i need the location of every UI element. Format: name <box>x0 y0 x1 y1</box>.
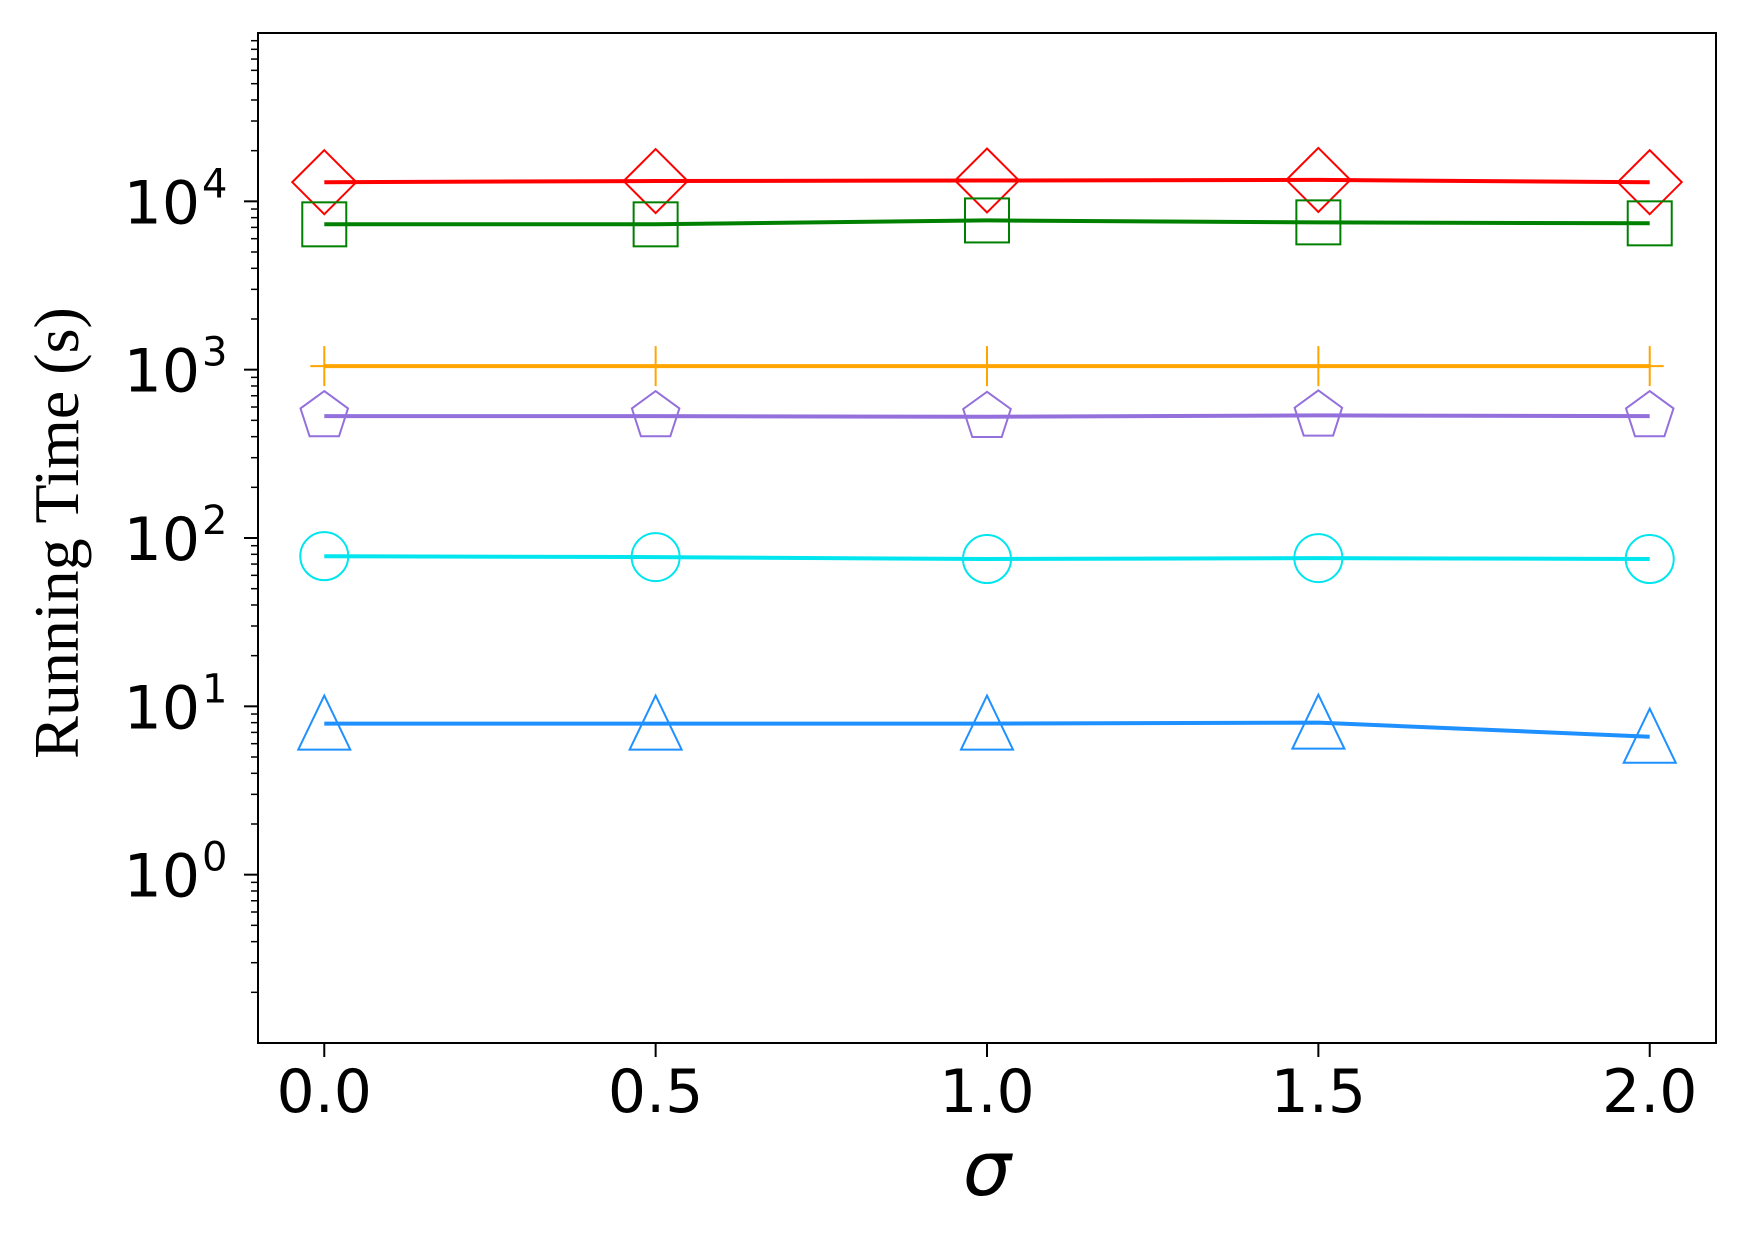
circle-marker <box>962 534 1012 585</box>
circle-marker <box>1624 534 1675 585</box>
series-triangle <box>296 692 1678 764</box>
diamond-marker <box>1284 146 1352 214</box>
x-tick-label: 0.0 <box>277 1057 372 1127</box>
series-line <box>324 720 1650 739</box>
y-tick-exponent: 0 <box>202 835 227 881</box>
pentagon-marker <box>630 389 681 438</box>
triangle-marker <box>296 693 352 751</box>
x-tick-label: 0.5 <box>608 1057 703 1127</box>
x-tick-label: 2.0 <box>1602 1057 1697 1127</box>
square-marker <box>632 201 679 248</box>
diamond-marker <box>1616 148 1684 216</box>
y-tick-exponent: 3 <box>202 330 227 376</box>
triangle-marker <box>959 693 1015 751</box>
y-tick-base: 10 <box>124 337 200 407</box>
series-diamond <box>290 146 1684 216</box>
y-tick-label: 10 <box>124 168 200 238</box>
series-layer <box>290 146 1684 764</box>
y-tick-base: 10 <box>124 842 200 912</box>
square-marker <box>964 197 1010 244</box>
diamond-marker <box>290 148 358 216</box>
y-axis-label: Running Time (s) <box>21 307 92 759</box>
series-line <box>324 554 1650 562</box>
square-marker <box>1295 199 1342 246</box>
y-tick-base: 10 <box>124 673 200 743</box>
diamond-marker <box>622 147 690 215</box>
series-square <box>301 197 1673 248</box>
x-tick-label: 1.5 <box>1271 1057 1366 1127</box>
circle-marker <box>1293 533 1344 584</box>
square-marker <box>301 201 348 248</box>
y-tick-exponent: 1 <box>202 666 227 712</box>
series-line <box>324 177 1650 185</box>
series-pentagon <box>299 389 1675 438</box>
circle-marker <box>630 532 681 583</box>
pentagon-marker <box>962 390 1012 438</box>
x-tick-label: 1.0 <box>939 1057 1034 1127</box>
y-tick-label: 10 <box>124 505 200 575</box>
y-tick-label: 10 <box>124 337 200 407</box>
x-axis-label: σ <box>963 1124 1014 1213</box>
y-minor-ticks <box>251 39 258 994</box>
y-tick-exponent: 4 <box>202 161 227 207</box>
triangle-marker <box>628 693 684 751</box>
y-tick-label: 10 <box>124 673 200 743</box>
y-tick-base: 10 <box>124 505 200 575</box>
y-tick-exponent: 2 <box>202 498 227 544</box>
circle-marker <box>299 531 350 582</box>
series-line <box>324 413 1650 419</box>
pentagon-marker <box>1624 389 1675 438</box>
x-axis: 0.0 0.5 1.0 1.5 2.0 <box>277 1043 1697 1127</box>
series-plus <box>310 346 1664 387</box>
plot-frame <box>257 32 1717 1044</box>
pentagon-marker <box>299 389 350 438</box>
series-line <box>324 218 1650 227</box>
triangle-marker <box>1622 706 1678 764</box>
pentagon-marker <box>1293 389 1344 437</box>
triangle-marker <box>1290 692 1346 750</box>
diamond-marker <box>953 147 1021 214</box>
series-circle <box>299 531 1675 585</box>
square-marker <box>1626 200 1673 247</box>
y-tick-label: 10 <box>124 842 200 912</box>
y-tick-base: 10 <box>124 168 200 238</box>
